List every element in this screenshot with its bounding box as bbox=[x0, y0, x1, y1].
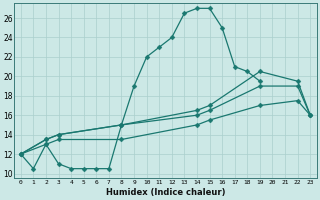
X-axis label: Humidex (Indice chaleur): Humidex (Indice chaleur) bbox=[106, 188, 225, 197]
